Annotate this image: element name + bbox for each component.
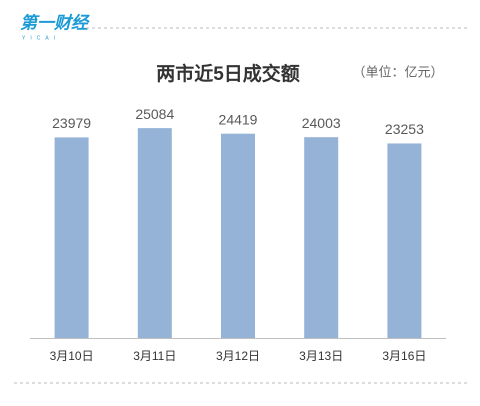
x-tick-label: 3月10日	[50, 349, 94, 363]
logo-sub: YICAI	[22, 35, 60, 41]
logo: 第一财经	[20, 13, 90, 32]
x-tick-label: 3月16日	[382, 349, 426, 363]
value-label: 23253	[385, 121, 424, 137]
value-label: 25084	[135, 106, 174, 122]
bar	[387, 143, 422, 338]
chart-title: 两市近5日成交额	[156, 62, 300, 85]
value-label: 24419	[219, 111, 258, 127]
value-label: 23979	[52, 115, 91, 131]
value-label: 24003	[302, 115, 341, 131]
bar	[304, 137, 339, 338]
x-tick-label: 3月11日	[133, 349, 176, 363]
x-tick-label: 3月12日	[216, 349, 260, 363]
bar	[137, 128, 172, 338]
bar	[54, 137, 89, 338]
x-tick-label: 3月13日	[299, 349, 343, 363]
unit-label: （单位：亿元）	[352, 64, 443, 79]
bar	[221, 133, 255, 338]
